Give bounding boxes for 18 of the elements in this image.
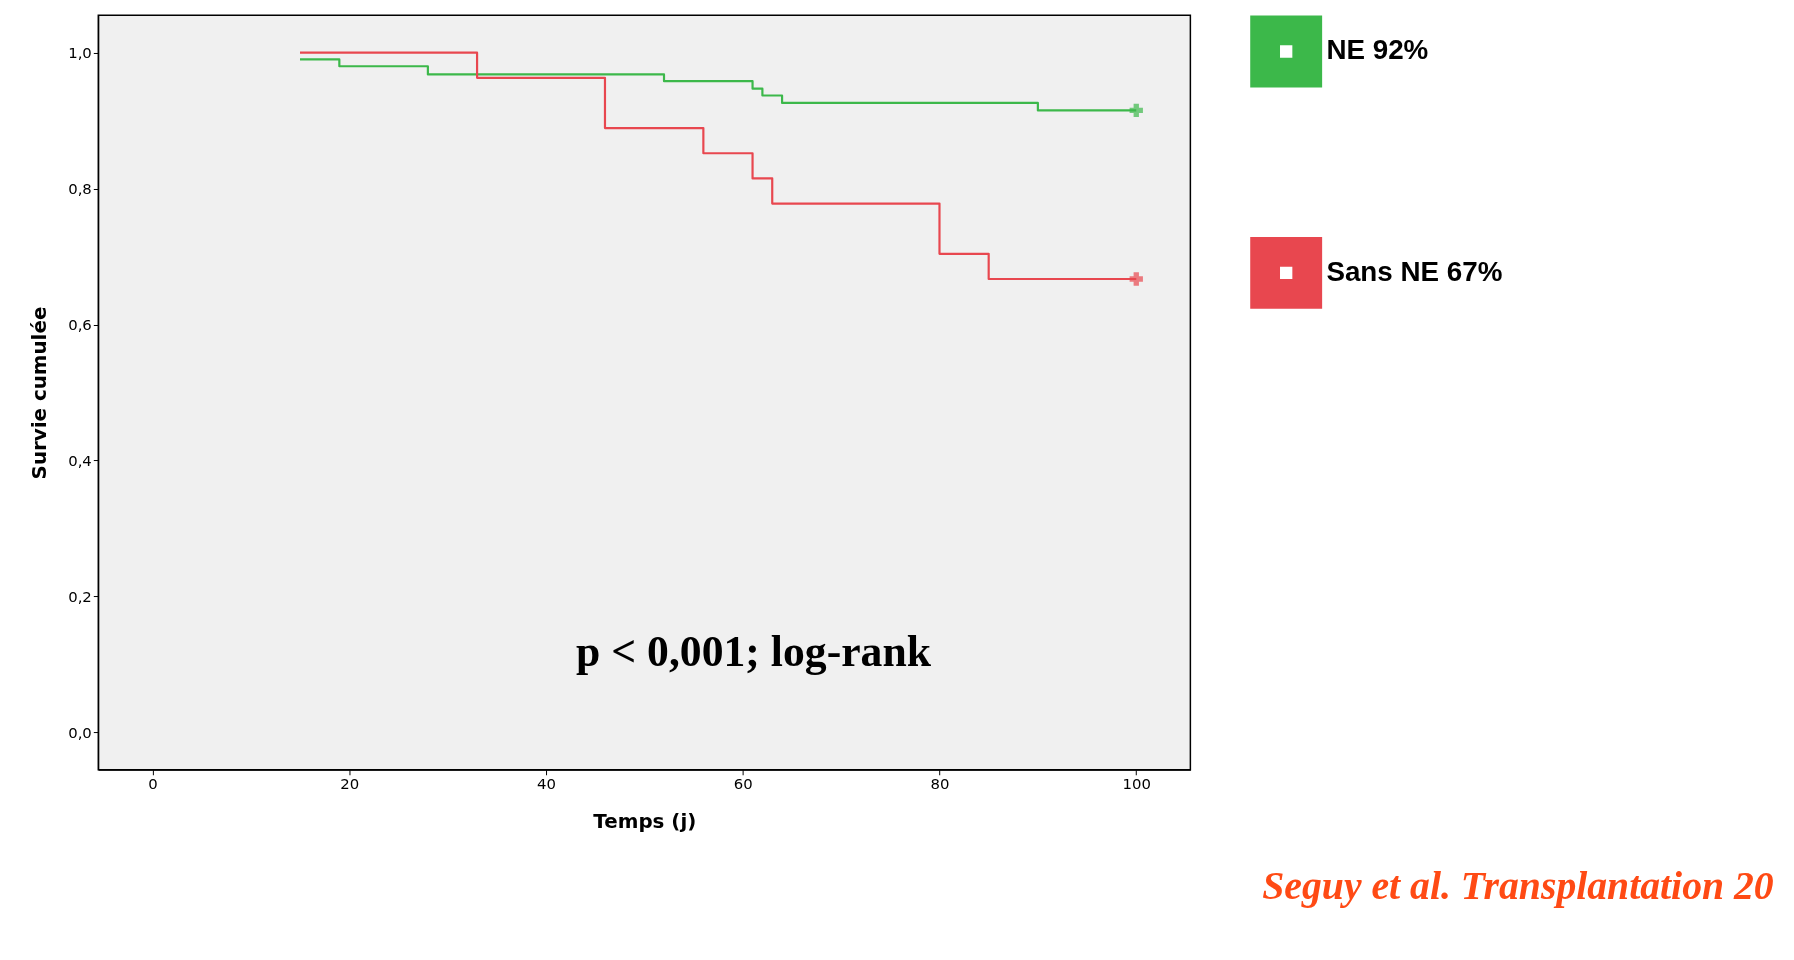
y-axis-title: Survie cumulée [28, 306, 52, 480]
y-tick-label: 0,6 [68, 316, 92, 335]
y-tick-label: 0,4 [68, 451, 92, 470]
annotation: p < 0,001; log-rank [576, 626, 932, 675]
x-tick-label: 20 [340, 775, 360, 794]
x-tick-label: 40 [536, 775, 556, 794]
x-tick-label: 0 [148, 775, 158, 794]
legend-label: NE 92% [1326, 34, 1429, 66]
y-tick-label: 0,8 [68, 180, 92, 199]
x-tick-label: 60 [733, 775, 753, 794]
x-axis-title: Temps (j) [593, 809, 697, 833]
legend-label: Sans NE 67% [1326, 255, 1503, 287]
x-tick-label: 80 [930, 775, 950, 794]
y-tick-label: 0,0 [68, 723, 92, 742]
text: Seguy et al. Transplantation 20 [1262, 863, 1774, 908]
y-tick-label: 1,0 [68, 44, 92, 63]
x-tick-label: 100 [1122, 775, 1151, 794]
y-tick-label: 0,2 [68, 587, 92, 606]
